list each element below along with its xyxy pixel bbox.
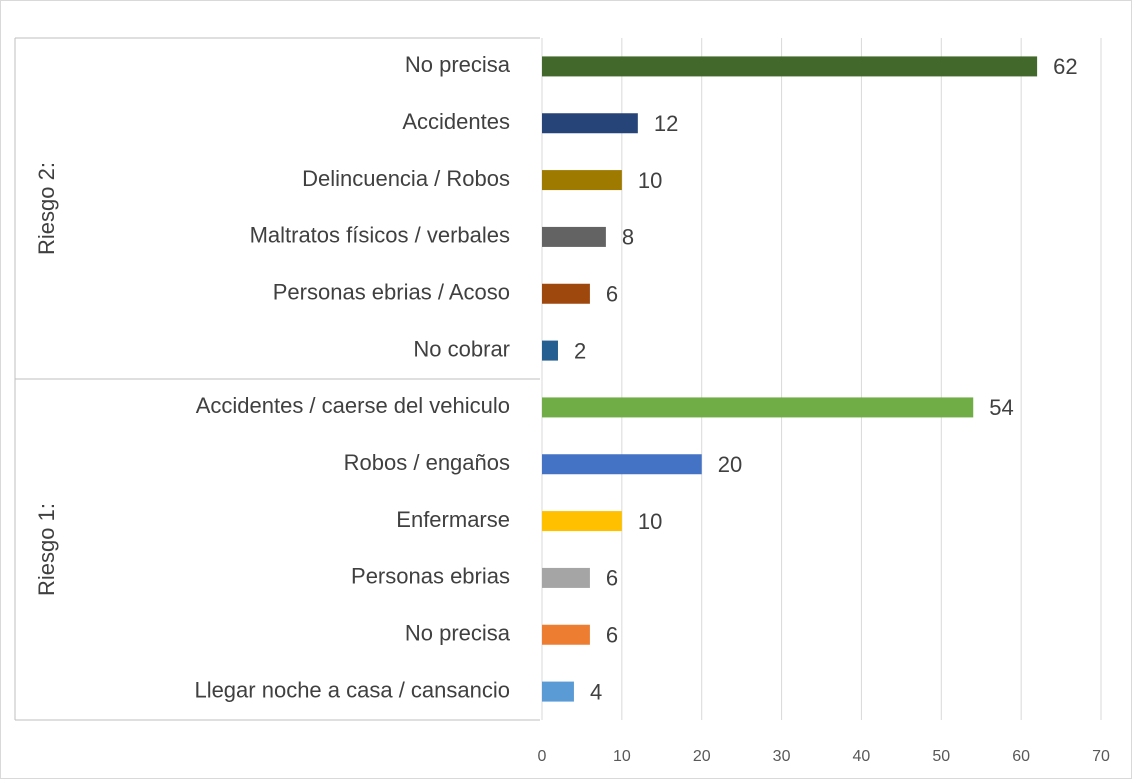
category-label: Accidentes / caerse del vehiculo	[196, 393, 510, 418]
value-label: 10	[638, 168, 662, 193]
value-label: 2	[574, 338, 586, 363]
bar	[542, 397, 974, 418]
group-label: Riesgo 1:	[34, 503, 59, 596]
category-label: Maltratos físicos / verbales	[250, 223, 510, 248]
value-label: 4	[590, 679, 602, 704]
bar	[542, 454, 702, 475]
value-label: 6	[606, 566, 618, 591]
category-label: Llegar noche a casa / cansancio	[194, 677, 510, 702]
category-label: Robos / engaños	[344, 450, 510, 475]
value-label: 20	[718, 452, 742, 477]
x-tick-label: 40	[853, 748, 871, 765]
category-label: No precisa	[405, 52, 511, 77]
bar	[542, 113, 638, 134]
value-label: 10	[638, 509, 662, 534]
bar	[542, 283, 590, 304]
x-tick-label: 70	[1092, 748, 1110, 765]
category-label: Personas ebrias	[351, 564, 510, 589]
x-tick-label: 50	[932, 748, 950, 765]
category-label: No cobrar	[413, 336, 510, 361]
x-tick-label: 10	[613, 748, 631, 765]
x-tick-label: 30	[773, 748, 791, 765]
value-label: 62	[1053, 54, 1077, 79]
bar	[542, 624, 590, 645]
bar	[542, 511, 622, 532]
value-label: 8	[622, 225, 634, 250]
bar	[542, 340, 558, 361]
value-label: 54	[989, 395, 1013, 420]
group-label: Riesgo 2:	[34, 162, 59, 255]
bar	[542, 681, 574, 702]
x-tick-label: 20	[693, 748, 711, 765]
value-label: 12	[654, 111, 678, 136]
value-label: 6	[606, 282, 618, 307]
category-label: Accidentes	[402, 109, 510, 134]
bar	[542, 56, 1038, 77]
category-label: Personas ebrias / Acoso	[273, 280, 510, 305]
category-label: Delincuencia / Robos	[302, 166, 510, 191]
bar	[542, 567, 590, 588]
category-label: Enfermarse	[396, 507, 510, 532]
category-label: No precisa	[405, 621, 511, 646]
x-tick-label: 60	[1012, 748, 1030, 765]
value-label: 6	[606, 623, 618, 648]
bar	[542, 226, 606, 247]
bar	[542, 170, 622, 191]
x-tick-label: 0	[538, 748, 547, 765]
